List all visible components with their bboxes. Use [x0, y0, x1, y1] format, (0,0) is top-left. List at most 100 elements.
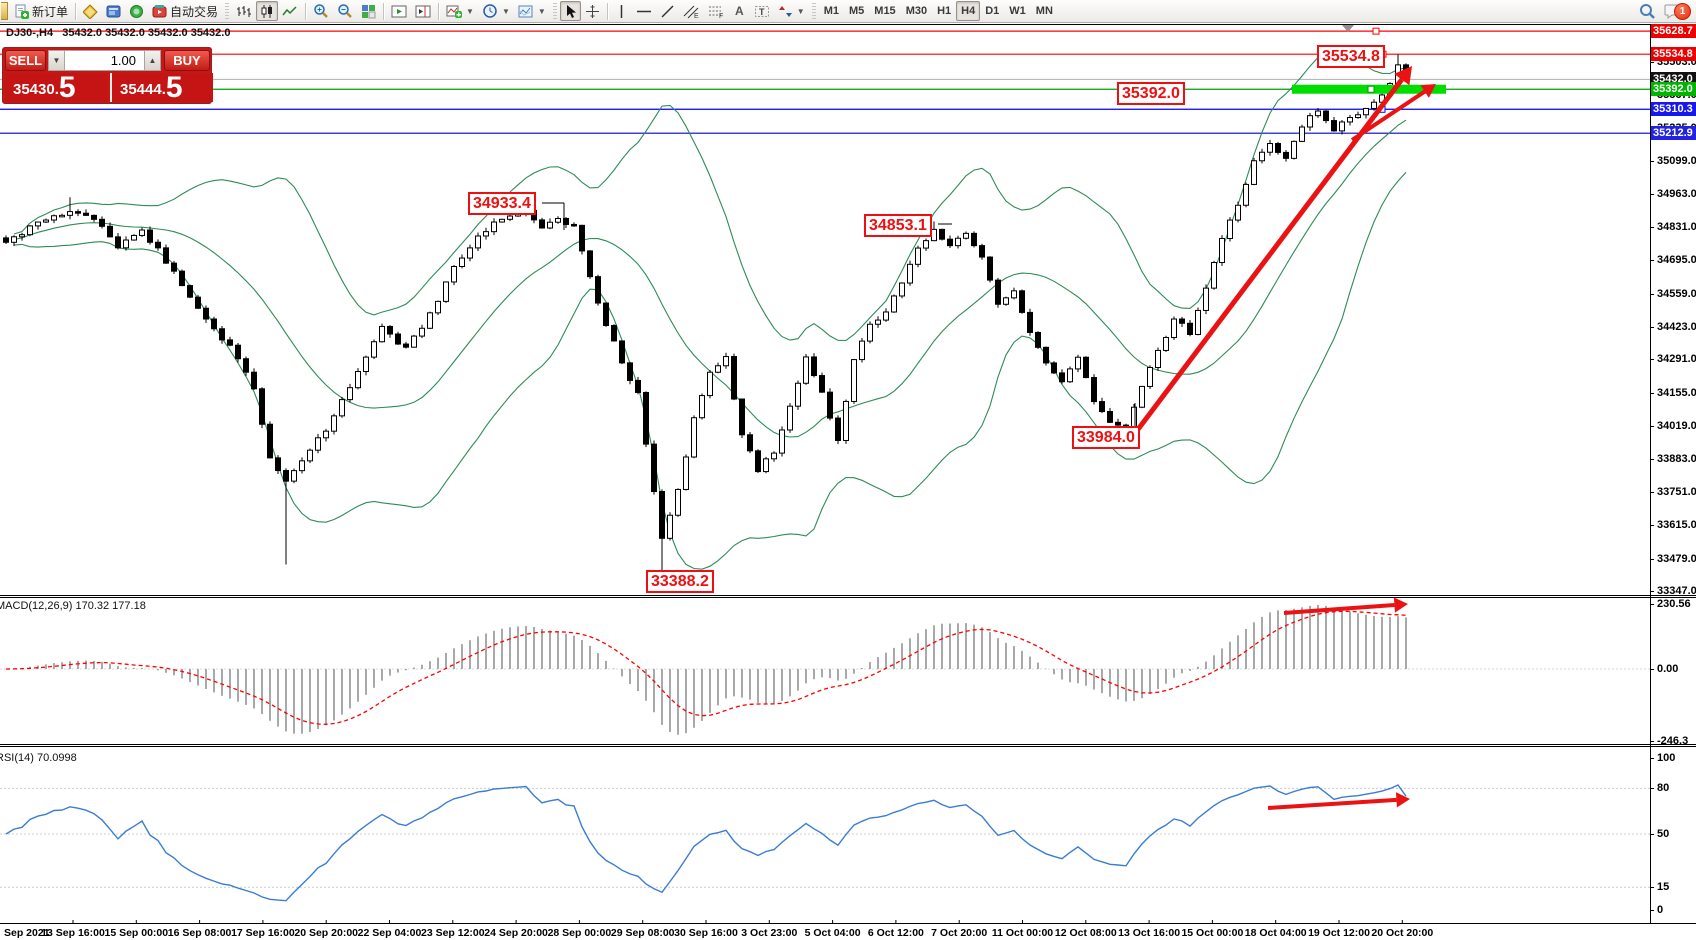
- chart-shift-button[interactable]: [411, 1, 435, 21]
- zoom-out-button[interactable]: [333, 1, 357, 21]
- candle-body: [867, 323, 873, 342]
- auto-scroll-icon: [391, 5, 407, 17]
- candle-body: [643, 391, 649, 445]
- zoom-in-button[interactable]: [309, 1, 333, 21]
- candle-body: [955, 237, 961, 247]
- candle-body: [163, 247, 169, 264]
- data-window-button[interactable]: [102, 1, 125, 21]
- fibonacci-button[interactable]: F: [704, 1, 729, 21]
- candle-body: [659, 491, 665, 539]
- price-annotation[interactable]: 33388.2: [646, 570, 714, 593]
- navigator-button[interactable]: [125, 1, 148, 21]
- navigator-icon: [130, 4, 144, 18]
- price-annotation[interactable]: 35392.0: [1117, 82, 1185, 105]
- volume-increase-button[interactable]: ▲: [144, 50, 161, 71]
- price-annotation[interactable]: 35534.8: [1317, 45, 1385, 68]
- buy-price-main: 35444.: [120, 81, 166, 98]
- buy-button[interactable]: BUY: [164, 50, 210, 71]
- candle-body: [611, 324, 617, 342]
- templates-button[interactable]: ▼: [514, 1, 550, 21]
- timeframe-d1-button[interactable]: D1: [985, 5, 1000, 17]
- sell-price-display[interactable]: 35430. 5: [5, 73, 108, 103]
- equidistant-channel-button[interactable]: E: [679, 1, 704, 21]
- crosshair-button[interactable]: [581, 1, 604, 21]
- macd-signal-line: [5, 610, 1407, 725]
- cursor-button[interactable]: [559, 1, 581, 21]
- horizontal-line-button[interactable]: [632, 1, 656, 21]
- vertical-line-button[interactable]: [611, 1, 632, 21]
- candle-body: [963, 232, 969, 239]
- price-annotation[interactable]: 33984.0: [1072, 426, 1140, 449]
- price-badge: 35534.8: [1651, 47, 1696, 62]
- volume-input[interactable]: [65, 50, 144, 71]
- clock-icon: [483, 4, 497, 18]
- line-chart-icon: [282, 5, 297, 15]
- candle-body: [51, 215, 57, 221]
- candle-body: [275, 457, 281, 472]
- candle-body: [43, 219, 49, 223]
- indicators-button[interactable]: ▼: [442, 1, 478, 21]
- time-axis-label: 7 Oct 20:00: [931, 927, 988, 939]
- candle-body: [1187, 322, 1193, 335]
- candle-body: [443, 281, 449, 302]
- volume-control: ▼ ▲: [48, 50, 161, 71]
- price-annotation[interactable]: 34933.4: [468, 192, 536, 215]
- chart-line-button[interactable]: [278, 1, 302, 21]
- candle-body: [203, 307, 209, 320]
- candle-body: [875, 319, 881, 325]
- candle-body: [1107, 411, 1113, 423]
- sell-button[interactable]: SELL: [5, 50, 46, 71]
- candle-body: [851, 359, 857, 402]
- timeframe-m5-button[interactable]: M5: [849, 5, 865, 17]
- candle-body: [819, 375, 825, 393]
- price-tick-label: 34155.0: [1650, 386, 1696, 399]
- timeframe-h4-button[interactable]: H4: [956, 1, 981, 21]
- chart-bars-button[interactable]: [232, 1, 256, 21]
- trend-arrow-head: [1395, 792, 1410, 808]
- timeframe-h1-button[interactable]: H1: [937, 5, 952, 17]
- candle-body: [1003, 297, 1009, 305]
- timeframe-m1-button[interactable]: M1: [823, 5, 839, 17]
- candle-body: [1211, 262, 1217, 289]
- notification-badge: 1: [1674, 3, 1691, 20]
- text-label-button[interactable]: T: [750, 1, 774, 21]
- timeframe-m15-button[interactable]: M15: [874, 5, 896, 17]
- chart-candles-button[interactable]: [256, 1, 279, 21]
- notifications-button[interactable]: 1: [1660, 1, 1691, 21]
- timeframe-m30-button[interactable]: M30: [905, 5, 928, 17]
- price-annotation[interactable]: 34853.1: [864, 214, 932, 237]
- price-tick-label: 34695.0: [1650, 254, 1696, 267]
- timeframe-mn-button[interactable]: MN: [1035, 5, 1053, 17]
- candle-body: [667, 514, 673, 539]
- auto-scroll-button[interactable]: [387, 1, 411, 21]
- text-button[interactable]: A: [729, 1, 750, 21]
- candle-body: [483, 231, 489, 237]
- new-order-button[interactable]: 新订单: [10, 1, 72, 21]
- search-button[interactable]: [1635, 1, 1660, 21]
- candle-body: [387, 325, 393, 335]
- rsi-tick-label: 50: [1649, 828, 1670, 840]
- text-label-icon: T: [754, 5, 769, 17]
- market-watch-button[interactable]: [79, 1, 102, 21]
- time-axis-label: 13 Oct 16:00: [1118, 927, 1181, 939]
- candle-body: [707, 371, 713, 397]
- trendline-button[interactable]: [656, 1, 679, 21]
- time-axis-label: 11 Oct 00:00: [991, 927, 1054, 939]
- periods-button[interactable]: ▼: [478, 1, 514, 21]
- volume-decrease-button[interactable]: ▼: [48, 50, 65, 71]
- timeframe-w1-button[interactable]: W1: [1009, 5, 1026, 17]
- time-axis-label: 22 Sep 04:00: [357, 927, 422, 939]
- buy-price-display[interactable]: 35444. 5: [110, 73, 213, 103]
- main-pane: [0, 27, 1650, 581]
- tile-windows-button[interactable]: [357, 1, 380, 21]
- autotrading-button[interactable]: 自动交易: [148, 1, 222, 21]
- arrows-button[interactable]: ▼: [774, 1, 809, 21]
- toolbar-grip: [811, 3, 816, 19]
- arrows-tool-icon: [778, 5, 792, 17]
- autotrading-label: 自动交易: [170, 4, 219, 19]
- trend-arrow-shaft: [1267, 797, 1397, 810]
- price-tick-label: 34963.0: [1650, 188, 1696, 201]
- time-axis-label: 19 Oct 12:00: [1308, 927, 1370, 939]
- time-axis-label: 30 Sep 16:00: [674, 927, 738, 939]
